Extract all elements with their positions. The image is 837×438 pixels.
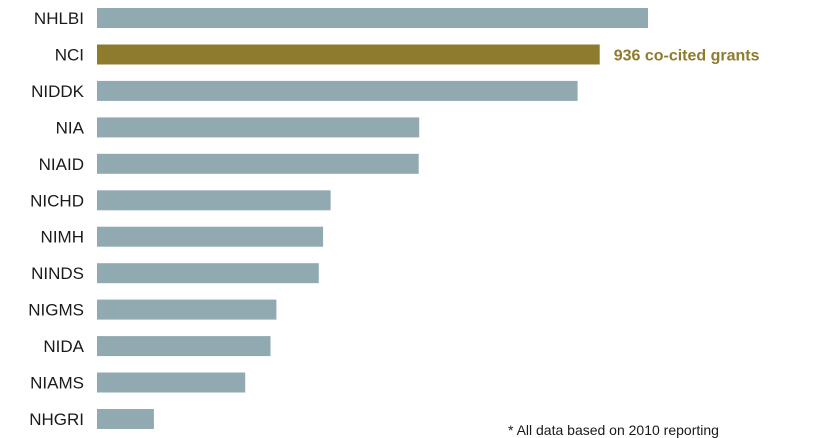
bar-nia bbox=[97, 117, 420, 138]
category-label-nichd: NICHD bbox=[30, 191, 84, 210]
bar-niddk bbox=[97, 80, 578, 101]
category-label-nia: NIA bbox=[56, 118, 85, 137]
bar-nida bbox=[97, 336, 271, 357]
category-label-niaid: NIAID bbox=[39, 155, 84, 174]
category-label-nida: NIDA bbox=[43, 337, 84, 356]
bar-nichd bbox=[97, 190, 331, 211]
category-label-nhlbi: NHLBI bbox=[34, 9, 84, 28]
bar-nigms bbox=[97, 299, 277, 320]
category-label-niams: NIAMS bbox=[30, 374, 84, 393]
bar-nimh bbox=[97, 226, 324, 247]
footnote: * All data based on 2010 reporting bbox=[508, 422, 719, 438]
category-label-nimh: NIMH bbox=[41, 228, 84, 247]
highlight-annotation: 936 co-cited grants bbox=[614, 48, 760, 65]
bar-niams bbox=[97, 372, 246, 393]
bars-group bbox=[97, 8, 648, 429]
bar-niaid bbox=[97, 153, 419, 174]
category-label-niddk: NIDDK bbox=[31, 82, 85, 101]
category-label-nigms: NIGMS bbox=[28, 301, 84, 320]
bar-nci bbox=[97, 44, 600, 65]
category-label-ninds: NINDS bbox=[31, 264, 84, 283]
category-labels-group: NHLBI NCI NIDDK NIA NIAID NICHD NIMH NINDS NIGMS… bbox=[28, 9, 84, 429]
bar-nhgri bbox=[97, 409, 154, 429]
category-label-nhgri: NHGRI bbox=[29, 410, 84, 429]
bar-ninds bbox=[97, 263, 319, 284]
category-label-nci: NCI bbox=[55, 46, 84, 65]
bar-nhlbi bbox=[97, 8, 648, 28]
